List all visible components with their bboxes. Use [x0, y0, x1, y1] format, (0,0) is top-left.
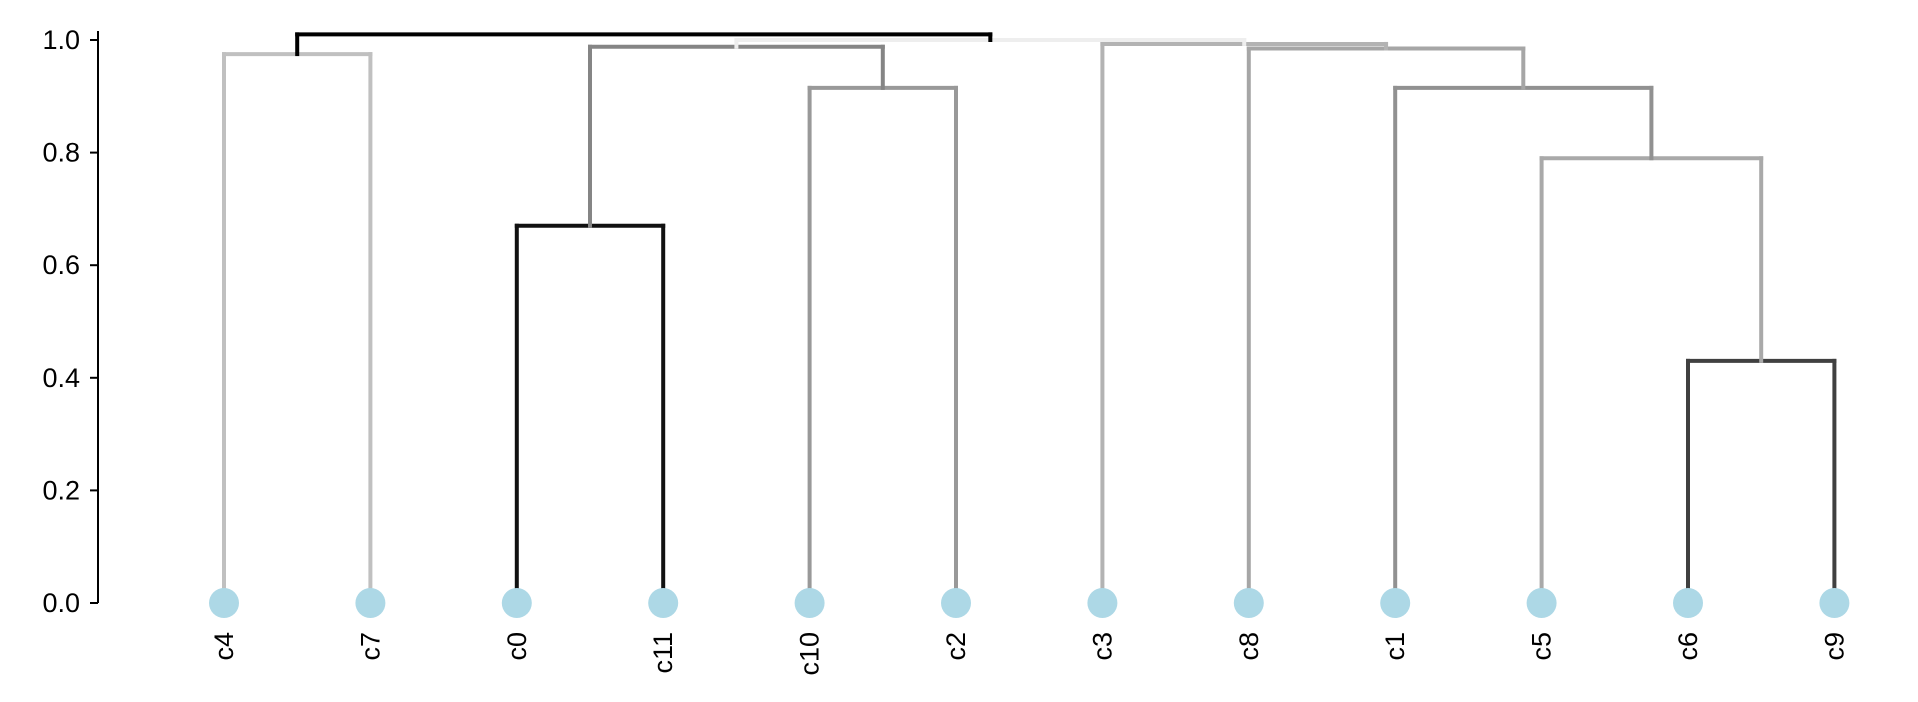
leaf-marker — [1380, 588, 1411, 618]
leaf-label: c6 — [1673, 632, 1703, 661]
leaf-marker — [648, 588, 679, 618]
leaf-label: c11 — [648, 632, 678, 674]
y-axis: 0.0 0.2 0.4 0.6 0.8 1.0 — [42, 25, 99, 618]
dendrogram-links — [222, 32, 1837, 605]
leaf-marker — [941, 588, 971, 618]
leaf-label: c2 — [941, 632, 971, 661]
leaf-marker — [209, 588, 239, 618]
leaf-label: c0 — [502, 632, 532, 661]
leaf-marker — [794, 588, 825, 618]
leaf-label: c10 — [795, 632, 825, 676]
leaf-label: c7 — [355, 632, 385, 661]
leaf-labels: c4 c7 c0 c11 c10 c2 c3 c8 c1 c5 c6 c9 — [209, 632, 1849, 676]
leaf-marker — [1819, 588, 1850, 618]
leaf-label: c4 — [209, 632, 239, 661]
leaf-label: c8 — [1234, 632, 1264, 661]
y-tick-label: 1.0 — [42, 25, 80, 55]
y-tick-label: 0.8 — [42, 138, 80, 168]
leaf-label: c5 — [1527, 632, 1557, 661]
y-tick-label: 0.0 — [42, 588, 80, 618]
leaf-marker — [1233, 588, 1264, 618]
leaf-marker — [501, 588, 532, 618]
y-tick-label: 0.6 — [42, 250, 80, 280]
leaf-marker — [355, 588, 386, 618]
y-tick-label: 0.2 — [42, 475, 80, 505]
leaf-markers — [209, 588, 1850, 618]
leaf-marker — [1526, 588, 1557, 618]
leaf-label: c1 — [1380, 632, 1410, 661]
leaf-label: c9 — [1819, 632, 1849, 661]
leaf-marker — [1087, 588, 1118, 618]
leaf-label: c3 — [1087, 632, 1117, 661]
y-tick-label: 0.4 — [42, 363, 80, 393]
leaf-marker — [1673, 588, 1703, 618]
